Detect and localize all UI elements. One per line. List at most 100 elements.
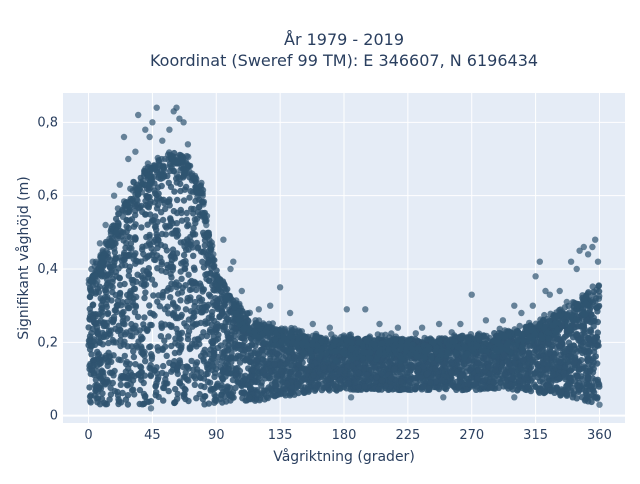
data-point: [454, 344, 460, 350]
data-point: [124, 292, 130, 298]
data-point: [386, 360, 392, 366]
data-point: [184, 376, 190, 382]
data-point: [206, 400, 212, 406]
data-point: [131, 354, 137, 360]
data-point: [300, 349, 306, 355]
data-point: [190, 210, 196, 216]
data-point: [504, 342, 510, 348]
data-point: [198, 182, 204, 188]
data-point: [187, 297, 193, 303]
data-point: [519, 344, 525, 350]
data-point: [220, 376, 226, 382]
data-point: [277, 362, 283, 368]
data-point: [564, 321, 570, 327]
data-point: [491, 338, 497, 344]
data-point: [109, 223, 115, 229]
data-point: [198, 334, 204, 340]
data-point: [205, 379, 211, 385]
data-point: [192, 216, 198, 222]
data-point: [133, 279, 139, 285]
data-point: [200, 307, 206, 313]
data-point: [110, 263, 116, 269]
data-point: [490, 379, 496, 385]
data-point: [109, 289, 115, 295]
data-point: [144, 222, 150, 228]
data-point: [595, 329, 601, 335]
data-point: [177, 378, 183, 384]
data-point: [323, 350, 329, 356]
data-point: [154, 265, 160, 271]
data-point: [158, 333, 164, 339]
data-point: [402, 371, 408, 377]
data-point: [567, 326, 573, 332]
data-point: [180, 285, 186, 291]
data-point: [278, 368, 284, 374]
data-point: [88, 392, 94, 398]
data-point: [564, 391, 570, 397]
data-point: [251, 368, 257, 374]
data-point: [185, 332, 191, 338]
data-point: [154, 240, 160, 246]
data-point: [581, 347, 587, 353]
data-point: [337, 369, 343, 375]
data-point: [210, 343, 216, 349]
data-point: [239, 395, 245, 401]
data-point: [142, 358, 148, 364]
data-point: [295, 390, 301, 396]
data-point: [117, 291, 123, 297]
data-point: [414, 354, 420, 360]
data-point: [232, 355, 238, 361]
data-point: [209, 309, 215, 315]
data-point: [349, 363, 355, 369]
data-point: [174, 197, 180, 203]
data-point: [183, 369, 189, 375]
data-point: [171, 208, 177, 214]
data-point: [509, 375, 515, 381]
data-point: [585, 375, 591, 381]
data-point: [415, 345, 421, 351]
data-point: [182, 258, 188, 264]
data-point: [536, 388, 542, 394]
data-point: [556, 376, 562, 382]
data-point: [190, 231, 196, 237]
data-point: [118, 382, 124, 388]
data-point: [105, 379, 111, 385]
data-point: [206, 315, 212, 321]
data-point: [94, 399, 100, 405]
data-point: [90, 363, 96, 369]
data-point: [585, 291, 591, 297]
data-point: [149, 276, 155, 282]
data-point: [400, 386, 406, 392]
data-point: [171, 358, 177, 364]
data-point: [520, 357, 526, 363]
data-point: [162, 344, 168, 350]
data-point: [211, 302, 217, 308]
data-point: [177, 347, 183, 353]
data-point: [225, 337, 231, 343]
data-point: [177, 297, 183, 303]
data-point: [201, 358, 207, 364]
data-point: [299, 377, 305, 383]
data-point: [265, 395, 271, 401]
data-point: [155, 347, 161, 353]
data-point: [213, 360, 219, 366]
data-point: [427, 379, 433, 385]
data-point: [421, 335, 427, 341]
data-point: [541, 389, 547, 395]
data-point: [122, 202, 128, 208]
data-point: [201, 286, 207, 292]
data-point: [107, 272, 113, 278]
data-point: [224, 316, 230, 322]
data-point: [449, 329, 455, 335]
data-point: [332, 383, 338, 389]
data-point: [164, 288, 170, 294]
data-point: [439, 377, 445, 383]
data-point: [199, 259, 205, 265]
data-point: [120, 318, 126, 324]
data-point: [135, 314, 141, 320]
data-point: [480, 345, 486, 351]
data-point: [108, 359, 114, 365]
data-point: [543, 356, 549, 362]
data-point: [562, 334, 568, 340]
